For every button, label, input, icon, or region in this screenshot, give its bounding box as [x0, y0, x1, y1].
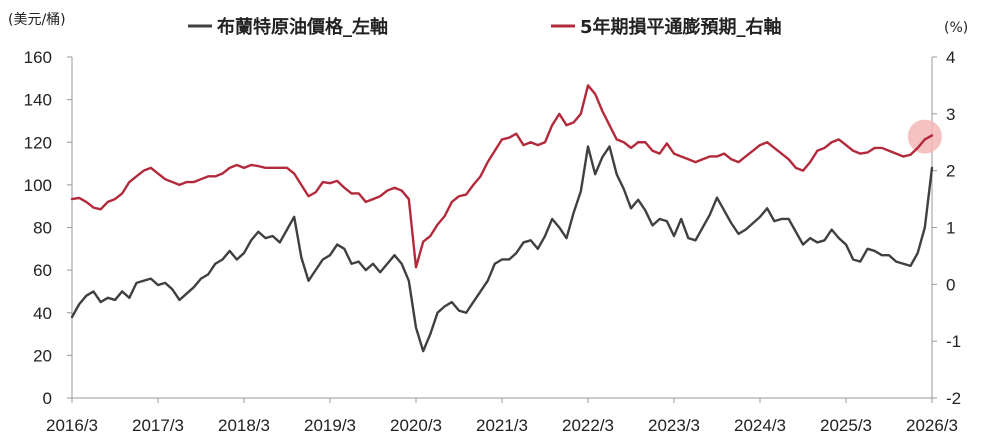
- left-axis-tick-label: 0: [43, 389, 52, 408]
- axes: [67, 56, 937, 403]
- x-axis-tick-label: 2016/3: [46, 416, 98, 435]
- legend: 布蘭特原油價格_左軸 5年期損平通膨預期_右軸: [188, 16, 782, 38]
- series-line-brent: [70, 145, 934, 353]
- x-axis-tick-label: 2018/3: [218, 416, 270, 435]
- left-axis-tick-label: 100: [24, 176, 52, 195]
- right-axis-tick-label: -1: [946, 332, 961, 351]
- right-axis-tick-label: 4: [946, 48, 955, 67]
- left-axis-unit: (美元/桶): [8, 12, 66, 28]
- right-axis-tick-label: -2: [946, 389, 961, 408]
- right-axis-tick-label: 2: [946, 162, 955, 181]
- x-axis-tick-label: 2025/3: [820, 416, 872, 435]
- series-line-breakeven: [70, 84, 934, 269]
- right-axis-tick-label: 1: [946, 219, 955, 238]
- left-axis-tick-label: 80: [33, 219, 52, 238]
- x-axis-tick-label: 2024/3: [734, 416, 786, 435]
- left-axis-tick-label: 140: [24, 91, 52, 110]
- right-axis-tick-label: 3: [946, 105, 955, 124]
- x-axis-tick-label: 2019/3: [304, 416, 356, 435]
- x-axis-tick-label: 2023/3: [648, 416, 700, 435]
- tick-labels: 0 20 40 60 80 100 120 140 160 -2 -1 0 1 2 3 4 2016/3 2017…: [24, 48, 962, 435]
- series-layer: [70, 84, 934, 353]
- left-axis-tick-label: 160: [24, 48, 52, 67]
- highlight-layer: [907, 119, 942, 154]
- x-axis-tick-label: 2026/3: [906, 416, 958, 435]
- x-axis-tick-label: 2021/3: [476, 416, 528, 435]
- right-axis-unit: (%): [944, 20, 968, 36]
- legend-label-brent: 布蘭特原油價格_左軸: [217, 16, 388, 38]
- left-axis-tick-label: 120: [24, 133, 52, 152]
- x-axis-tick-label: 2017/3: [132, 416, 184, 435]
- left-axis-tick-label: 20: [33, 346, 52, 365]
- left-axis-tick-label: 40: [33, 304, 52, 323]
- highlight-circle: [907, 119, 942, 154]
- x-axis-tick-label: 2022/3: [562, 416, 614, 435]
- x-axis-tick-label: 2020/3: [390, 416, 442, 435]
- legend-label-breakeven: 5年期損平通膨預期_右軸: [580, 16, 782, 38]
- left-axis-tick-label: 60: [33, 261, 52, 280]
- right-axis-tick-label: 0: [946, 275, 955, 294]
